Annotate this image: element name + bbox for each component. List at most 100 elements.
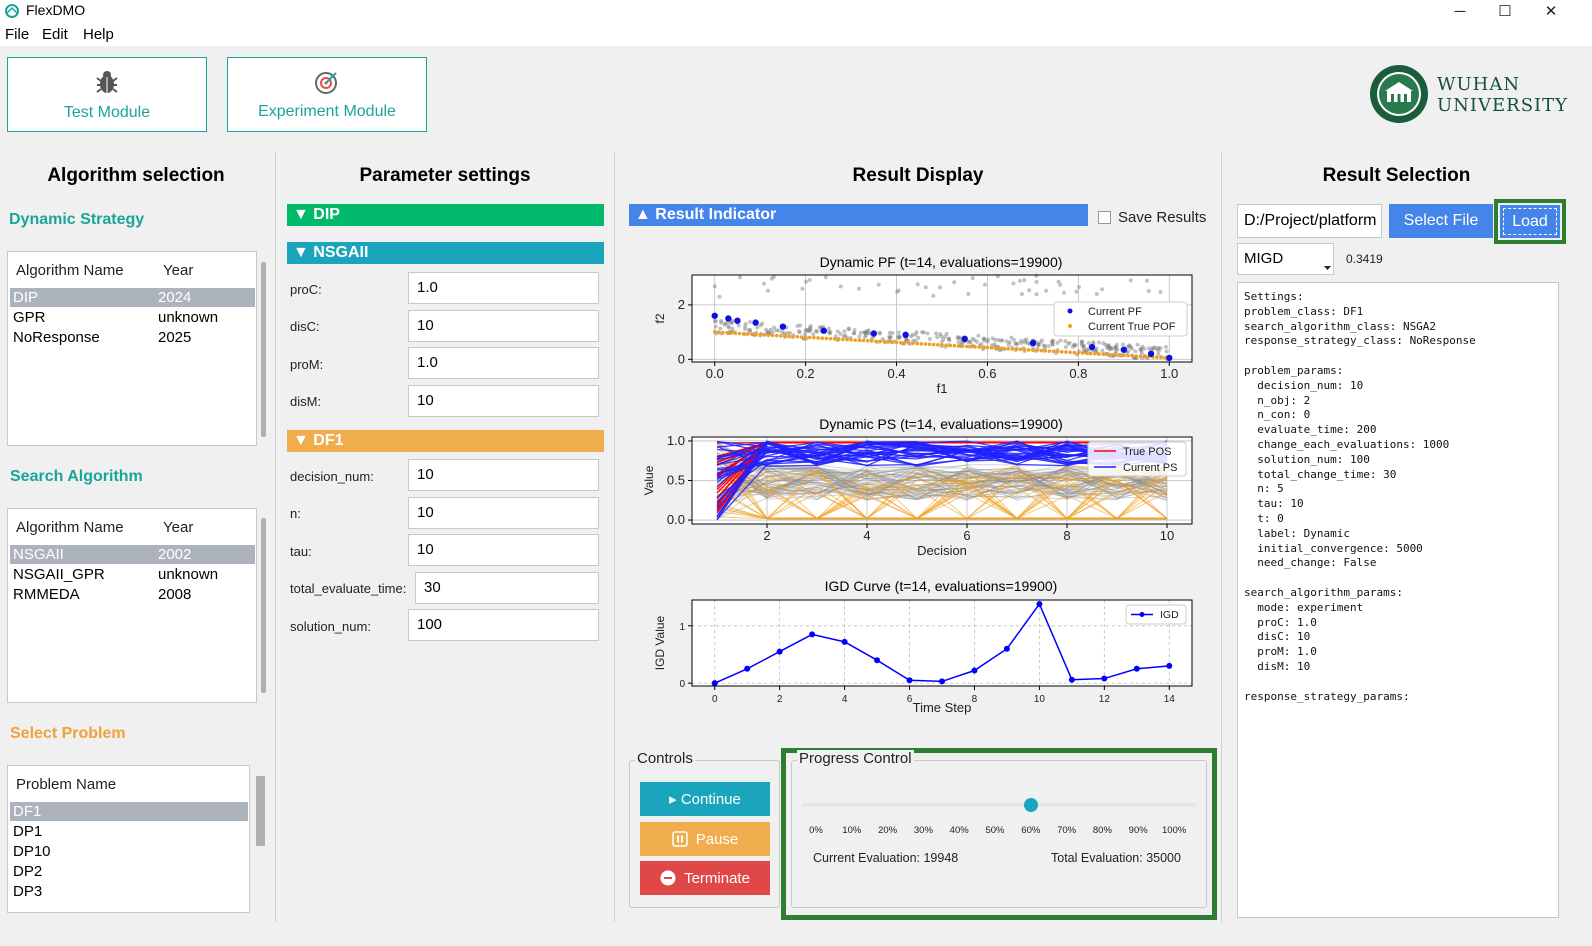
ps-grey-line [716,462,1168,495]
list-item[interactable]: NSGAII 2002 [10,545,255,564]
df1-section-header[interactable]: ▼ DF1 [287,430,604,452]
scatter-point-grey [1096,340,1101,345]
scatter-point-grey [768,327,773,332]
scrollbar[interactable] [261,518,266,693]
list-item[interactable]: NSGAII_GPR unknown [10,565,255,584]
n-input[interactable]: 10 [408,497,599,529]
decision-num-input[interactable]: 10 [408,459,599,491]
param-label: proC: [290,282,322,297]
load-button[interactable]: Load [1500,205,1560,238]
proc-input[interactable]: 1.0 [408,272,599,304]
maximize-button[interactable]: ☐ [1498,3,1512,20]
list-item[interactable]: RMMEDA 2008 [10,585,255,604]
menu-help[interactable]: Help [83,26,114,43]
x-tick-label: 6 [963,528,970,543]
menu-edit[interactable]: Edit [42,26,68,43]
list-item[interactable]: DIP 2024 [10,288,255,307]
prom-input[interactable]: 1.0 [408,347,599,379]
test-module-label: Test Module [63,103,151,121]
metric-select[interactable]: MIGD [1237,243,1334,275]
true-pof-point [725,330,729,335]
igd-point [1101,675,1108,682]
continue-button[interactable]: ▸ Continue [640,782,770,816]
true-pof-point [1064,350,1068,354]
true-pof-point [787,334,791,339]
scatter-point-grey [1106,343,1111,348]
dip-section-header[interactable]: ▼ DIP [287,204,604,226]
scatter-point-grey [896,288,901,293]
file-path-input[interactable]: D:/Project/platform [1237,204,1382,238]
terminate-button[interactable]: Terminate [640,861,770,895]
true-pof-point [849,338,853,342]
scrollbar[interactable] [261,262,266,437]
scatter-point-grey [857,334,862,339]
scatter-point-grey [956,340,961,345]
true-pof-point [998,346,1002,351]
scatter-point-grey [1081,343,1086,348]
search-algorithm-list[interactable]: Algorithm Name Year NSGAII 2002 NSGAII_GP… [7,508,257,703]
list-item[interactable]: GPR unknown [10,308,255,327]
scatter-point-grey [1025,341,1030,346]
pf-chart-title: Dynamic PF (t=14, evaluations=19900) [819,254,1063,270]
close-button[interactable]: ✕ [1544,3,1558,20]
metric-value: 0.3419 [1346,252,1383,266]
scatter-point-grey [1156,351,1161,356]
true-pof-point [721,330,725,335]
dism-input[interactable]: 10 [408,385,599,417]
problem-list[interactable]: Problem Name DF1 DP1 DP10 DP2 DP3 [7,765,250,913]
scatter-point-grey [941,337,946,342]
stop-icon [660,870,676,886]
pause-button[interactable]: Pause [640,822,770,856]
list-item[interactable]: DP1 [13,823,43,840]
plot-frame [691,436,1193,525]
item-year: unknown [158,309,219,326]
x-axis-label: f1 [937,381,948,396]
tau-input[interactable]: 10 [408,534,599,566]
x-tick-label: 0 [712,694,718,705]
nsgaii-section-header[interactable]: ▼ NSGAII [287,242,604,264]
result-indicator-header[interactable]: ▲ Result Indicator [629,204,1088,226]
dynamic-strategy-list[interactable]: Algorithm Name Year DIP 2024 GPR unknown N… [7,251,257,446]
disc-input[interactable]: 10 [408,310,599,342]
legend-label: IGD [1160,609,1179,621]
menu-file[interactable]: File [5,26,30,43]
dropdown-arrow-icon [1324,266,1331,270]
scatter-point-grey [1079,341,1084,346]
column-header: Year [163,262,194,279]
true-pof-point [969,344,973,349]
scatter-point-grey [862,330,867,335]
scatter-point-grey [1120,342,1125,347]
progress-slider-handle[interactable] [1023,798,1038,812]
scatter-point-grey [915,282,920,287]
scatter-point-grey [1050,342,1055,347]
true-pof-point [1014,347,1019,352]
scatter-point-grey [808,327,813,332]
list-item[interactable]: DP3 [13,883,43,900]
total-evaluate-time-input[interactable]: 30 [415,572,599,604]
scatter-point-grey [1103,342,1108,347]
select-file-button[interactable]: Select File [1389,204,1493,238]
terminate-label: Terminate [684,869,750,887]
list-item[interactable]: DP2 [13,863,43,880]
list-item[interactable]: DF1 [10,802,248,821]
progress-slider-track[interactable] [802,803,1196,807]
experiment-module-button[interactable]: Experiment Module [227,57,427,132]
list-item[interactable]: DP10 [13,843,51,860]
scatter-point-grey [1128,278,1133,283]
test-module-button[interactable]: Test Module [7,57,207,132]
dynamic-strategy-label: Dynamic Strategy [9,211,145,228]
scatter-point-grey [828,329,833,334]
list-item[interactable]: NoResponse 2025 [10,328,255,347]
scatter-point-grey [1061,290,1066,295]
settings-text-area[interactable]: Settings: problem_class: DF1 search_algo… [1237,282,1559,918]
scatter-point-grey [1127,343,1132,348]
scatter-point-grey [1056,279,1061,284]
param-label: total_evaluate_time: [290,581,407,596]
scatter-point-grey [1113,346,1118,351]
minimize-button[interactable]: ─ [1454,2,1466,20]
problem-list-scrollbar[interactable] [254,766,266,914]
scrollbar-thumb[interactable] [256,776,265,846]
solution-num-input[interactable]: 100 [408,609,599,641]
scatter-point-grey [982,282,987,287]
save-results-checkbox[interactable] [1098,211,1111,224]
